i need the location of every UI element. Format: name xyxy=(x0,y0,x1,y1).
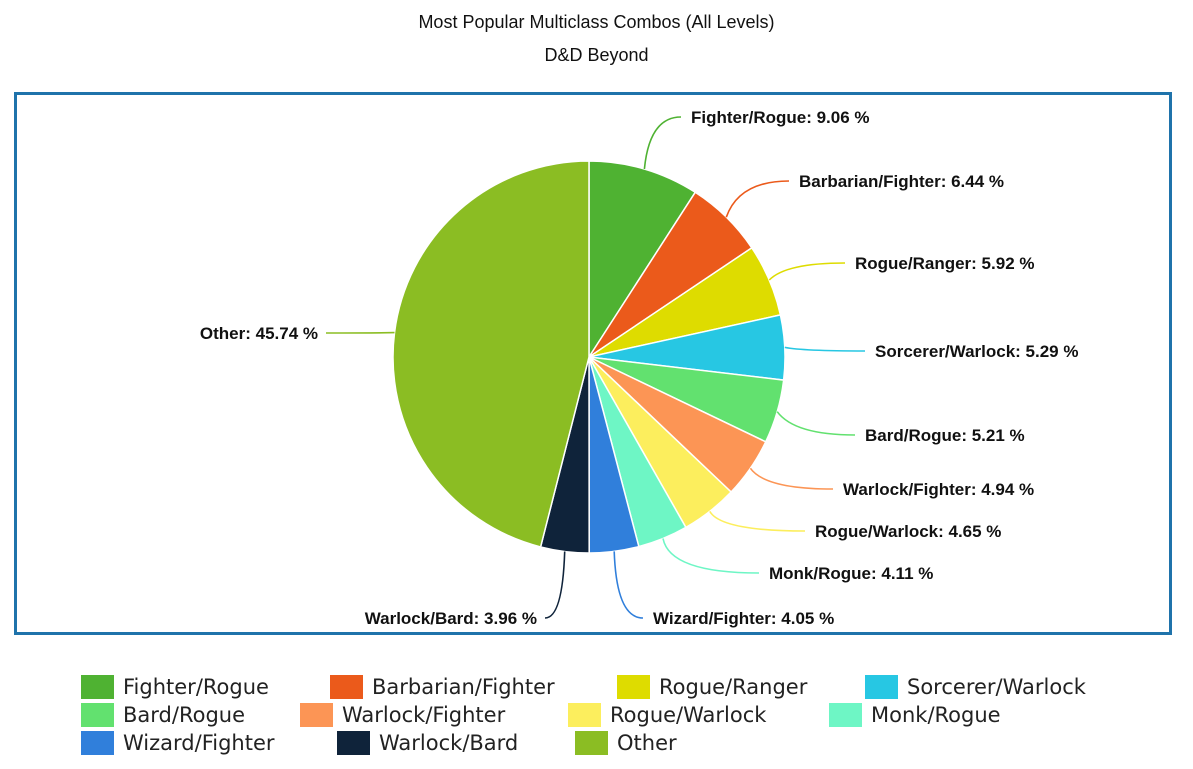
legend-label: Monk/Rogue xyxy=(871,703,1001,727)
legend-label: Warlock/Fighter xyxy=(342,703,506,727)
legend-swatch xyxy=(330,675,363,699)
connector-rogue-ranger xyxy=(768,262,846,281)
data-label-warlock-bard: Warlock/Bard: 3.96 % xyxy=(365,609,537,628)
legend-item-sorcerer-warlock[interactable]: Sorcerer/Warlock xyxy=(865,674,1086,700)
data-label-monk-rogue: Monk/Rogue: 4.11 % xyxy=(769,564,933,583)
connector-fighter-rogue xyxy=(643,116,682,170)
legend-item-monk-rogue[interactable]: Monk/Rogue xyxy=(829,702,1001,728)
legend-swatch xyxy=(568,703,601,727)
legend-label: Other xyxy=(617,731,677,755)
pie-slice-other[interactable] xyxy=(392,160,590,548)
data-label-bard-rogue: Bard/Rogue: 5.21 % xyxy=(865,426,1025,445)
legend-item-other[interactable]: Other xyxy=(575,730,677,756)
legend-label: Warlock/Bard xyxy=(379,731,519,755)
legend-item-rogue-ranger[interactable]: Rogue/Ranger xyxy=(617,674,807,700)
legend-swatch xyxy=(617,675,650,699)
connector-warlock-fighter xyxy=(749,467,834,490)
legend-item-rogue-warlock[interactable]: Rogue/Warlock xyxy=(568,702,766,728)
connector-wizard-fighter xyxy=(613,551,644,619)
legend-swatch xyxy=(575,731,608,755)
legend-item-barbarian-fighter[interactable]: Barbarian/Fighter xyxy=(330,674,555,700)
legend-item-fighter-rogue[interactable]: Fighter/Rogue xyxy=(81,674,269,700)
legend-item-warlock-fighter[interactable]: Warlock/Fighter xyxy=(300,702,505,728)
connector-barbarian-fighter xyxy=(725,180,790,218)
legend-label: Sorcerer/Warlock xyxy=(907,675,1086,699)
legend-label: Barbarian/Fighter xyxy=(372,675,555,699)
legend-label: Rogue/Warlock xyxy=(610,703,767,727)
connector-bard-rogue xyxy=(776,411,856,436)
data-label-barbarian-fighter: Barbarian/Fighter: 6.44 % xyxy=(799,172,1004,191)
data-label-rogue-ranger: Rogue/Ranger: 5.92 % xyxy=(855,254,1035,273)
chart-subtitle: D&D Beyond xyxy=(544,45,649,65)
legend-swatch xyxy=(81,675,114,699)
legend-swatch xyxy=(865,675,898,699)
connector-monk-rogue xyxy=(662,538,760,574)
data-label-warlock-fighter: Warlock/Fighter: 4.94 % xyxy=(843,480,1034,499)
legend-swatch xyxy=(337,731,370,755)
legend-label: Bard/Rogue xyxy=(123,703,246,727)
legend-label: Rogue/Ranger xyxy=(659,675,808,699)
data-label-sorcerer-warlock: Sorcerer/Warlock: 5.29 % xyxy=(875,342,1078,361)
data-label-rogue-warlock: Rogue/Warlock: 4.65 % xyxy=(815,522,1001,541)
pie-chart: Fighter/Rogue: 9.06 % Barbarian/Fighter: … xyxy=(200,108,1079,628)
connector-warlock-bard xyxy=(544,551,566,619)
legend-label: Fighter/Rogue xyxy=(123,675,269,699)
connector-rogue-warlock xyxy=(709,510,806,532)
data-label-other: Other: 45.74 % xyxy=(200,324,318,343)
legend-label: Wizard/Fighter xyxy=(123,731,275,755)
legend: Fighter/Rogue Barbarian/Fighter Rogue/Rang… xyxy=(0,672,1193,767)
legend-swatch xyxy=(829,703,862,727)
data-label-wizard-fighter: Wizard/Fighter: 4.05 % xyxy=(653,609,834,628)
chart-frame xyxy=(14,92,1172,635)
legend-swatch xyxy=(300,703,333,727)
legend-swatch xyxy=(81,703,114,727)
data-label-fighter-rogue: Fighter/Rogue: 9.06 % xyxy=(691,108,870,127)
legend-item-wizard-fighter[interactable]: Wizard/Fighter xyxy=(81,730,275,756)
legend-swatch xyxy=(81,731,114,755)
chart-title: Most Popular Multiclass Combos (All Leve… xyxy=(418,12,775,32)
connector-sorcerer-warlock xyxy=(784,346,866,352)
legend-item-warlock-bard[interactable]: Warlock/Bard xyxy=(337,730,518,756)
legend-item-bard-rogue[interactable]: Bard/Rogue xyxy=(81,702,245,728)
